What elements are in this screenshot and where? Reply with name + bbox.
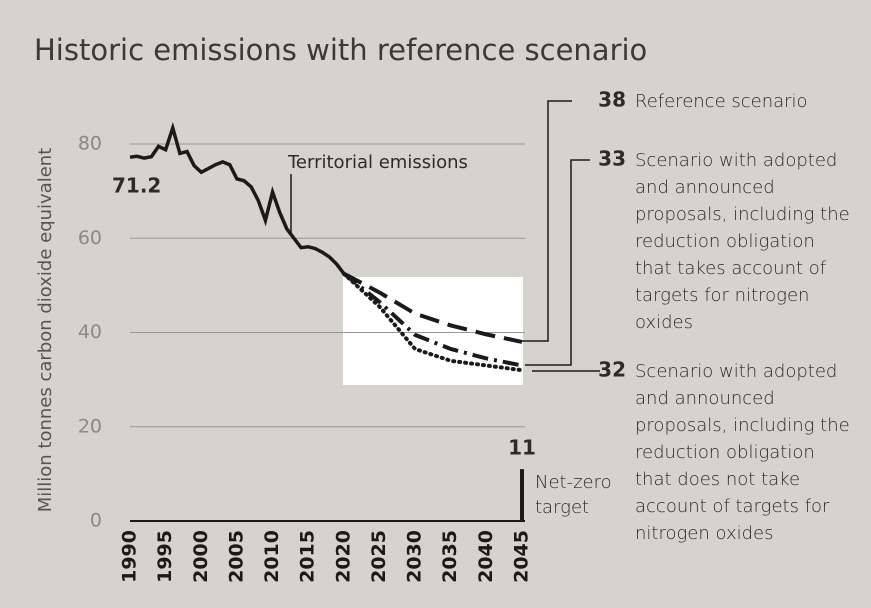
y-tick-label: 60 [78, 227, 102, 249]
x-tick-label: 2045 [511, 530, 533, 583]
series-line [129, 121, 346, 275]
y-tick-label: 40 [78, 321, 102, 343]
series-line [341, 271, 524, 373]
legend-label: Reference scenario [635, 91, 808, 112]
connector [522, 100, 572, 342]
series-line [342, 271, 523, 344]
series-label: Territorial emissions [287, 152, 468, 173]
y-tick-label: 0 [90, 510, 102, 532]
x-tick-label: 2000 [190, 530, 212, 583]
x-tick-label: 2030 [404, 530, 426, 583]
net-zero-label: Net-zero target [535, 472, 612, 518]
x-tick-label: 2035 [439, 530, 461, 583]
legend-label: Scenario with adopted and announced prop… [635, 150, 850, 333]
connector [525, 159, 590, 366]
x-tick-label: 2020 [332, 530, 354, 583]
chart-title: Historic emissions with reference scenar… [34, 33, 647, 67]
end-value-label: 38 [598, 88, 626, 112]
end-value-label: 32 [598, 358, 626, 382]
net-zero-bar [520, 469, 524, 521]
x-tick-label: 2015 [297, 530, 319, 583]
end-value-label: 33 [598, 147, 626, 171]
net-zero-value: 11 [508, 436, 536, 460]
y-tick-label: 80 [78, 133, 102, 155]
x-tick-label: 2025 [368, 530, 390, 583]
x-tick-label: 2005 [225, 530, 247, 583]
x-tick-label: 1990 [119, 530, 141, 583]
y-tick-label: 20 [78, 415, 102, 437]
series-line [342, 272, 523, 368]
x-tick-label: 1995 [154, 530, 176, 583]
y-axis-title: Million tonnes carbon dioxide equivalent [35, 148, 56, 513]
x-tick-label: 2040 [475, 530, 497, 583]
annotation: 71.2 [112, 174, 161, 198]
legend-label: Scenario with adopted and announced prop… [635, 361, 850, 544]
x-tick-label: 2010 [261, 530, 283, 583]
